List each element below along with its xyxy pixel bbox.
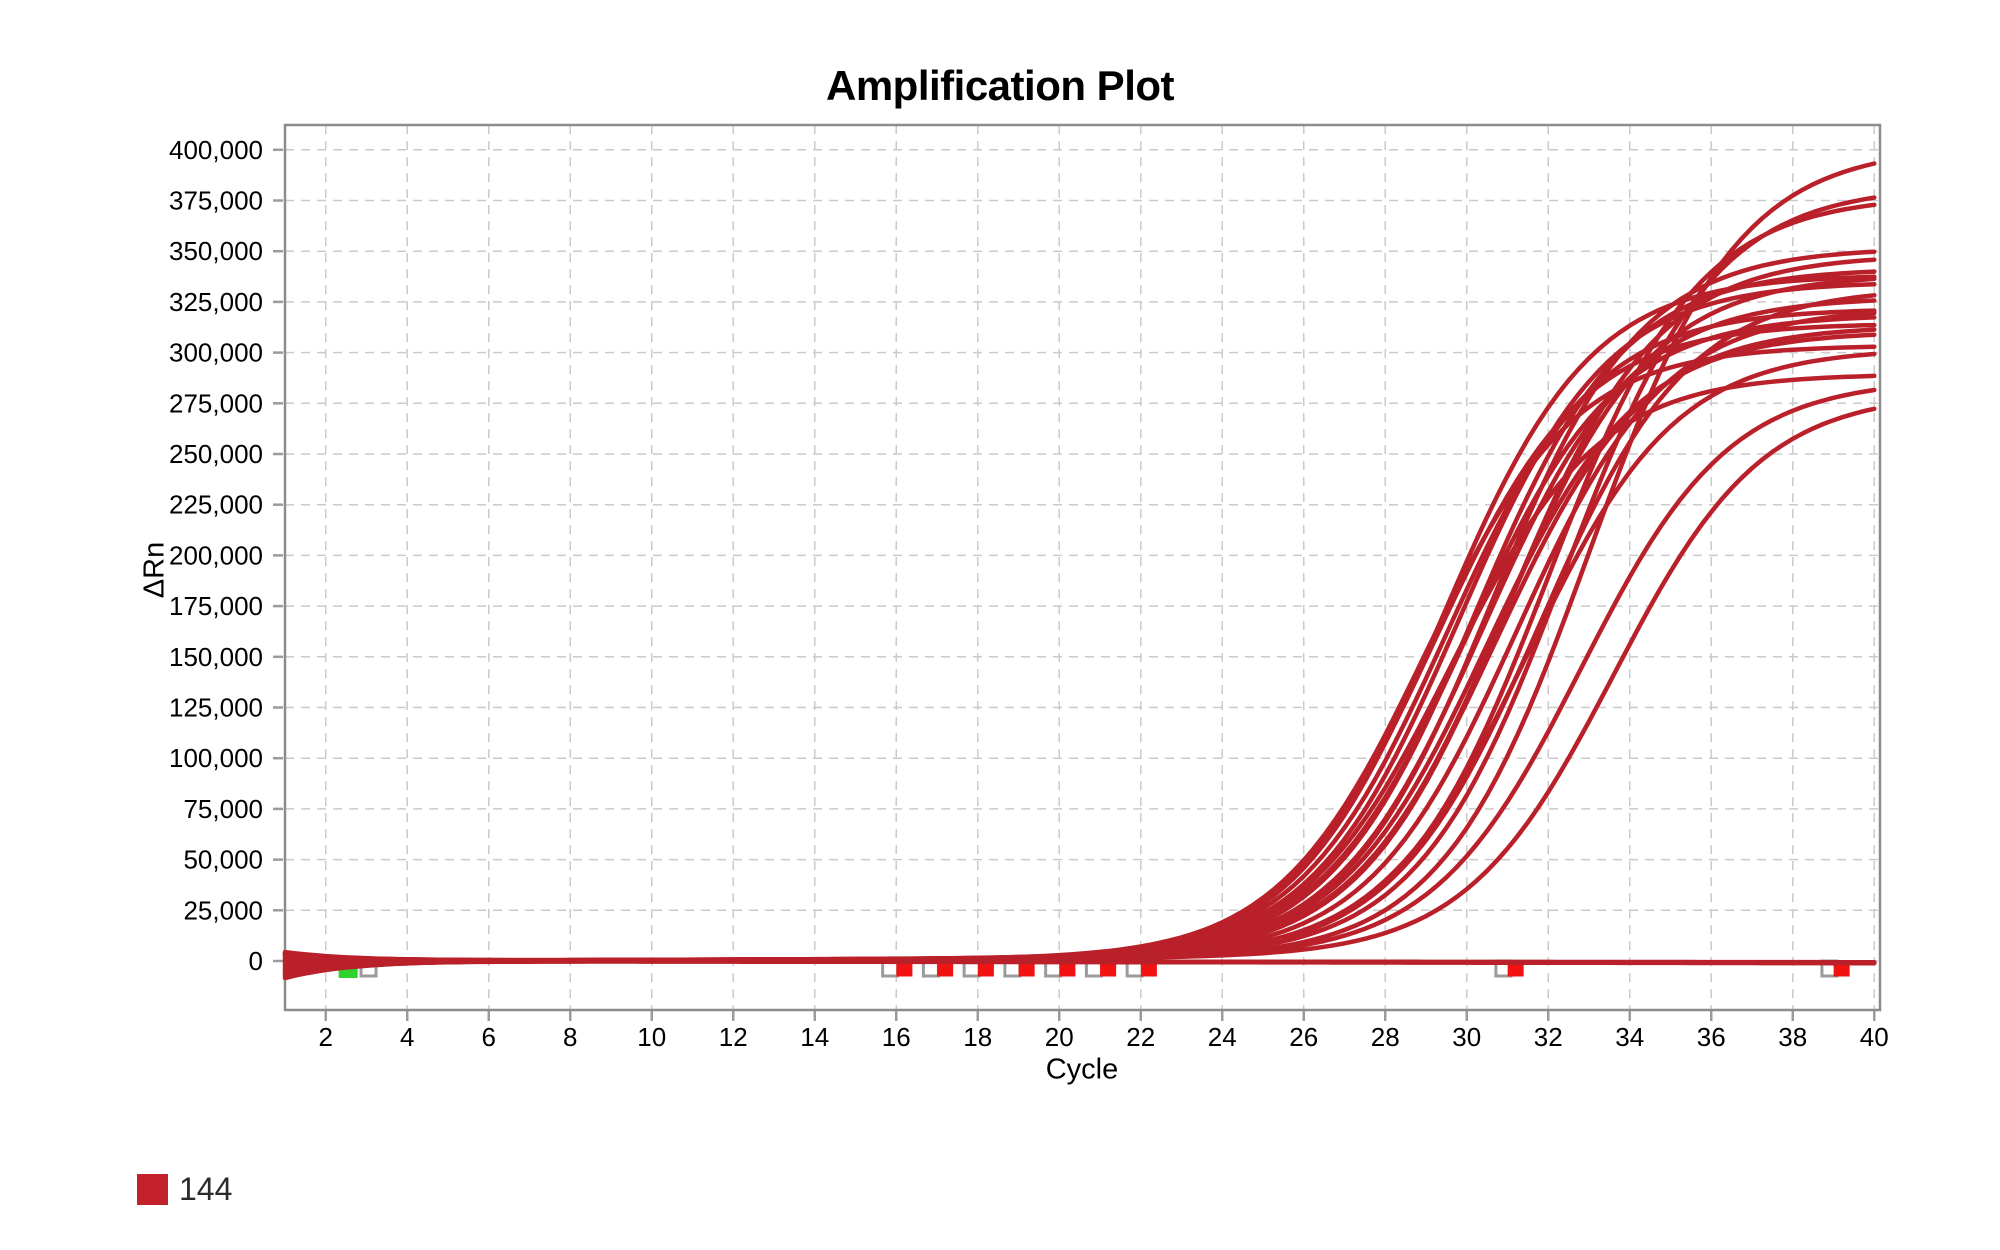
y-axis-title: ΔRn bbox=[138, 541, 171, 599]
baseline-trace bbox=[282, 959, 1877, 977]
well-marker-red bbox=[1140, 960, 1157, 977]
well-marker-red bbox=[1018, 960, 1035, 977]
amplification-curve bbox=[282, 351, 1877, 971]
legend-item-144[interactable]: 144 bbox=[137, 1171, 232, 1208]
y-tick-label: 350,000 bbox=[169, 236, 263, 266]
x-tick-label: 32 bbox=[1534, 1022, 1563, 1052]
y-tick-label: 275,000 bbox=[169, 388, 263, 418]
x-tick-label: 18 bbox=[963, 1022, 992, 1052]
y-tick-label: 375,000 bbox=[169, 186, 263, 216]
y-tick-label: 100,000 bbox=[169, 743, 263, 773]
amplification-curve bbox=[282, 344, 1877, 963]
amplification-curve bbox=[282, 257, 1877, 973]
plot-border bbox=[283, 123, 1882, 1012]
x-tick-label: 14 bbox=[800, 1022, 829, 1052]
x-tick-label: 6 bbox=[482, 1022, 496, 1052]
x-tick-label: 38 bbox=[1778, 1022, 1807, 1052]
y-tick-label: 75,000 bbox=[183, 794, 263, 824]
well-marker-red bbox=[896, 960, 913, 977]
x-tick-label: 36 bbox=[1697, 1022, 1726, 1052]
amplification-curve bbox=[282, 406, 1877, 963]
x-tick-label: 10 bbox=[637, 1022, 666, 1052]
y-tick-label: 325,000 bbox=[169, 287, 263, 317]
well-marker-red bbox=[937, 960, 954, 977]
y-tick-label: 25,000 bbox=[183, 895, 263, 925]
amplification-curve bbox=[282, 161, 1877, 981]
y-tick-label: 175,000 bbox=[169, 591, 263, 621]
x-tick-label: 28 bbox=[1371, 1022, 1400, 1052]
x-tick-label: 26 bbox=[1289, 1022, 1318, 1052]
x-tick-label: 2 bbox=[319, 1022, 333, 1052]
y-tick-label: 200,000 bbox=[169, 540, 263, 570]
x-tick-label: 4 bbox=[400, 1022, 414, 1052]
y-tick-label: 250,000 bbox=[169, 439, 263, 469]
x-tick-label: 40 bbox=[1860, 1022, 1889, 1052]
x-tick-label: 8 bbox=[563, 1022, 577, 1052]
amplification-curve bbox=[282, 281, 1877, 963]
y-tick-label: 300,000 bbox=[169, 338, 263, 368]
amplification-curve bbox=[282, 195, 1877, 963]
y-tick-label: 50,000 bbox=[183, 845, 263, 875]
well-marker-red bbox=[1100, 960, 1117, 977]
y-tick-label: 150,000 bbox=[169, 642, 263, 672]
x-tick-label: 30 bbox=[1452, 1022, 1481, 1052]
y-tick-label: 0 bbox=[249, 946, 263, 976]
x-tick-label: 34 bbox=[1615, 1022, 1644, 1052]
legend-color-swatch bbox=[137, 1174, 168, 1205]
amplification-curve bbox=[282, 387, 1877, 966]
y-tick-label: 400,000 bbox=[169, 135, 263, 165]
legend-label: 144 bbox=[179, 1171, 233, 1207]
well-marker-red bbox=[1059, 960, 1076, 977]
x-tick-label: 22 bbox=[1126, 1022, 1155, 1052]
x-tick-label: 12 bbox=[719, 1022, 748, 1052]
well-marker-red bbox=[977, 960, 994, 977]
chart-title: Amplification Plot bbox=[826, 62, 1175, 109]
x-tick-label: 24 bbox=[1208, 1022, 1237, 1052]
x-tick-label: 16 bbox=[882, 1022, 911, 1052]
y-tick-label: 125,000 bbox=[169, 693, 263, 723]
x-axis-title: Cycle bbox=[1045, 1053, 1119, 1086]
x-tick-label: 20 bbox=[1045, 1022, 1074, 1052]
y-tick-label: 225,000 bbox=[169, 490, 263, 520]
